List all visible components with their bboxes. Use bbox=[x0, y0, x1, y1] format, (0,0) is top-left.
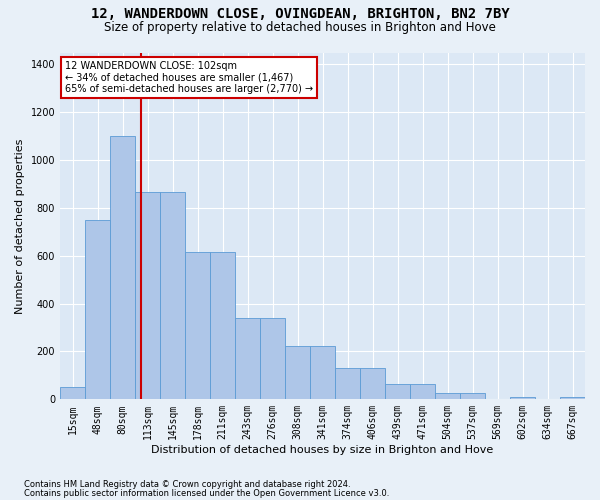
Text: 12, WANDERDOWN CLOSE, OVINGDEAN, BRIGHTON, BN2 7BY: 12, WANDERDOWN CLOSE, OVINGDEAN, BRIGHTO… bbox=[91, 8, 509, 22]
Bar bbox=[235, 318, 260, 400]
Bar bbox=[560, 397, 585, 400]
Text: Contains public sector information licensed under the Open Government Licence v3: Contains public sector information licen… bbox=[24, 488, 389, 498]
Bar bbox=[135, 192, 160, 400]
Y-axis label: Number of detached properties: Number of detached properties bbox=[15, 138, 25, 314]
Bar bbox=[435, 394, 460, 400]
Text: 12 WANDERDOWN CLOSE: 102sqm
← 34% of detached houses are smaller (1,467)
65% of : 12 WANDERDOWN CLOSE: 102sqm ← 34% of det… bbox=[65, 61, 313, 94]
Bar bbox=[60, 388, 85, 400]
Bar bbox=[85, 220, 110, 400]
Bar bbox=[285, 346, 310, 400]
Bar bbox=[360, 368, 385, 400]
Bar bbox=[335, 368, 360, 400]
Bar bbox=[510, 397, 535, 400]
Text: Size of property relative to detached houses in Brighton and Hove: Size of property relative to detached ho… bbox=[104, 21, 496, 34]
Bar bbox=[110, 136, 135, 400]
Bar bbox=[185, 252, 210, 400]
Bar bbox=[160, 192, 185, 400]
X-axis label: Distribution of detached houses by size in Brighton and Hove: Distribution of detached houses by size … bbox=[151, 445, 494, 455]
Bar bbox=[410, 384, 435, 400]
Bar bbox=[310, 346, 335, 400]
Bar bbox=[210, 252, 235, 400]
Bar bbox=[385, 384, 410, 400]
Text: Contains HM Land Registry data © Crown copyright and database right 2024.: Contains HM Land Registry data © Crown c… bbox=[24, 480, 350, 489]
Bar bbox=[260, 318, 285, 400]
Bar bbox=[460, 394, 485, 400]
